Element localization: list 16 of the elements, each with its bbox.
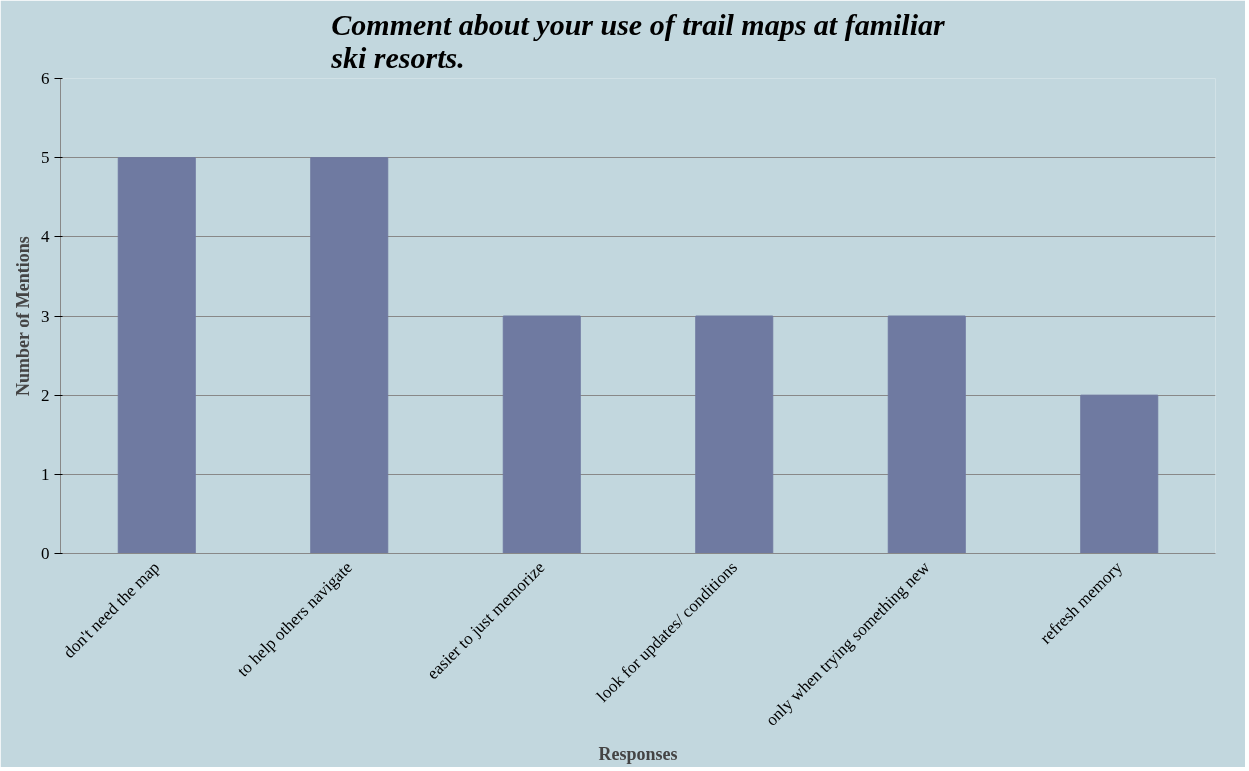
y-tick-label: 4 [41,227,50,247]
bar [887,315,966,554]
y-axis-title: Number of Mentions [13,236,33,396]
chart-title: Comment about your use of trail maps at familiar ski resorts. [330,7,946,74]
bar [502,315,581,554]
bar [117,157,196,554]
bar [695,315,774,554]
bar [1080,394,1159,554]
bar [310,157,389,554]
y-tick-label: 2 [41,385,50,405]
y-tick-label: 6 [41,69,50,88]
y-tick-label: 3 [41,306,50,326]
y-tick-label: 1 [41,464,50,484]
y-tick-label: 0 [41,544,50,563]
y-tick-label: 5 [41,148,50,168]
x-axis-title: Responses [598,744,678,765]
